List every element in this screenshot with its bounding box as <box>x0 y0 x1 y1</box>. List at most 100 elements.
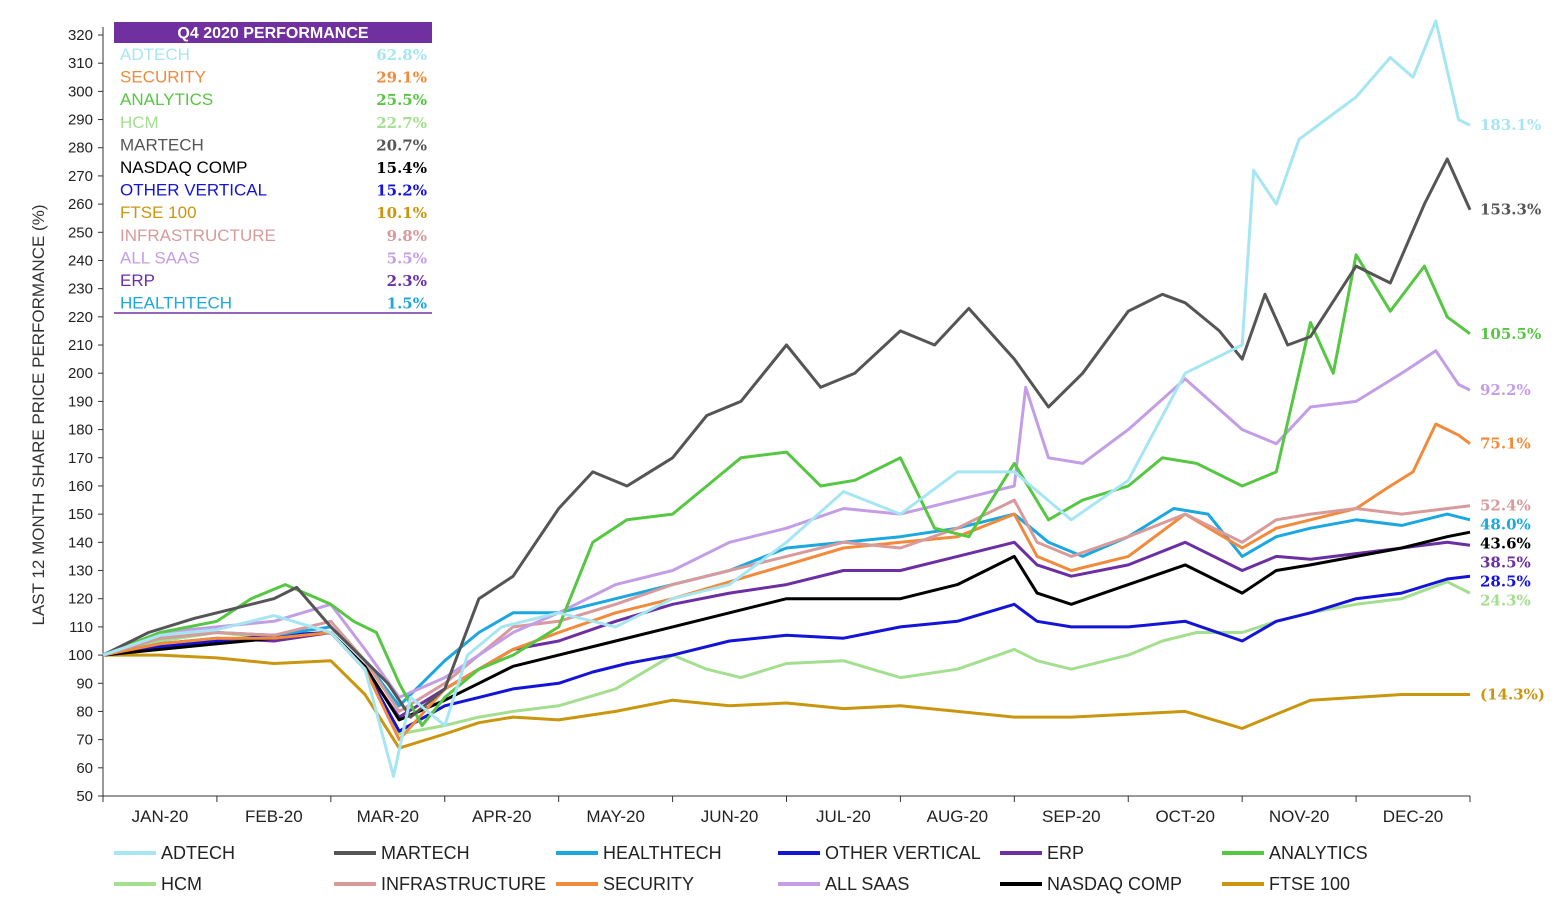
performance-row-name: ALL SAAS <box>120 248 200 267</box>
end-label-analytics: 105.5% <box>1480 325 1541 343</box>
end-label-all-saas: 92.2% <box>1480 381 1531 399</box>
performance-row-name: SECURITY <box>120 68 206 87</box>
series-line-adtech <box>102 19 1471 778</box>
end-label-other-vertical: 28.5% <box>1480 573 1531 591</box>
y-tick-label: 310 <box>68 55 93 72</box>
y-tick-label: 80 <box>76 703 93 720</box>
legend-label: INFRASTRUCTURE <box>381 874 546 894</box>
series-line-all-saas <box>102 349 1471 699</box>
x-tick-label: DEC-20 <box>1383 807 1443 826</box>
performance-row-name: INFRASTRUCTURE <box>120 226 276 245</box>
performance-row-name: ERP <box>120 271 155 290</box>
y-tick-label: 200 <box>68 365 93 382</box>
y-tick-label: 180 <box>68 422 93 439</box>
legend: ADTECH MARTECH HEALTHTECH OTHER VERTICAL ERP… <box>114 843 1368 894</box>
y-tick-label: 210 <box>68 337 93 354</box>
y-tick-label: 100 <box>68 647 93 664</box>
performance-row-value: 9.8% <box>387 227 427 245</box>
series-lines <box>102 19 1472 778</box>
x-tick-label: APR-20 <box>472 807 532 826</box>
series-line-healthtech <box>102 507 1471 708</box>
end-label-infrastructure: 52.4% <box>1480 497 1531 515</box>
y-tick-label: 240 <box>68 252 93 269</box>
end-label-security: 75.1% <box>1480 435 1531 453</box>
series-line-martech <box>102 157 1472 719</box>
series-line-hcm <box>102 580 1471 736</box>
y-tick-label: 60 <box>76 760 93 777</box>
y-tick-label: 90 <box>76 675 93 692</box>
x-tick-label: JUL-20 <box>816 807 871 826</box>
y-tick-label: 280 <box>68 140 93 157</box>
legend-label: FTSE 100 <box>1269 874 1350 894</box>
y-tick-label: 190 <box>68 393 93 410</box>
performance-row-value: 29.1% <box>376 69 427 87</box>
legend-label: OTHER VERTICAL <box>825 843 981 863</box>
y-tick-label: 260 <box>68 196 93 213</box>
x-tick-label: JUN-20 <box>701 807 759 826</box>
y-tick-label: 130 <box>68 563 93 580</box>
y-tick-label: 250 <box>68 224 93 241</box>
legend-label: SECURITY <box>603 874 694 894</box>
x-tick-label: MAY-20 <box>586 807 645 826</box>
performance-row-name: HCM <box>120 113 159 132</box>
performance-row-value: 22.7% <box>376 114 427 132</box>
x-tick-label: SEP-20 <box>1042 807 1101 826</box>
series-end-labels: 183.1% 153.3% 105.5% 92.2% 75.1% 52.4%48.0%43… <box>1480 116 1545 703</box>
end-label-healthtech: 48.0% <box>1480 516 1531 534</box>
end-label-nasdaq-comp: 43.6% <box>1480 535 1531 553</box>
performance-row-value: 2.3% <box>387 272 427 290</box>
x-axis: JAN-20 FEB-20 MAR-20 APR-20 MAY-20 JUN-20 JUL-… <box>102 795 1471 826</box>
performance-row-name: OTHER VERTICAL <box>120 181 267 200</box>
performance-row-value: 10.1% <box>376 204 427 222</box>
y-tick-label: 110 <box>69 619 93 636</box>
performance-row-value: 25.5% <box>376 91 427 109</box>
legend-label: ANALYTICS <box>1269 843 1368 863</box>
y-tick-label: 50 <box>76 788 93 805</box>
performance-row-name: MARTECH <box>120 135 204 154</box>
y-tick-label: 70 <box>76 732 93 749</box>
y-axis: 50 60 70 80 90 100 110 120 130 140 150 160 170 180 190… <box>68 27 104 805</box>
y-tick-label: 270 <box>68 168 93 185</box>
y-tick-label: 300 <box>68 83 93 100</box>
legend-label: MARTECH <box>381 843 470 863</box>
performance-table-title: Q4 2020 PERFORMANCE <box>177 25 368 42</box>
x-tick-label: OCT-20 <box>1155 807 1215 826</box>
y-tick-label: 220 <box>68 309 93 326</box>
performance-row-value: 1.5% <box>387 295 427 313</box>
end-label-adtech: 183.1% <box>1480 116 1541 134</box>
performance-row-value: 62.8% <box>376 46 427 64</box>
performance-row-value: 15.4% <box>376 159 427 177</box>
performance-row-value: 15.2% <box>376 182 427 200</box>
performance-row-name: NASDAQ COMP <box>120 158 248 177</box>
end-label-hcm: 24.3% <box>1480 592 1531 610</box>
series-line-infrastructure <box>102 498 1471 713</box>
y-axis-title: LAST 12 MONTH SHARE PRICE PERFORMANCE (%… <box>29 205 48 626</box>
y-tick-label: 160 <box>68 478 93 495</box>
y-tick-label: 170 <box>68 450 93 467</box>
legend-label: HEALTHTECH <box>603 843 722 863</box>
series-line-security <box>102 422 1471 742</box>
series-line-nasdaq-comp <box>102 530 1471 722</box>
series-line-analytics <box>102 253 1471 727</box>
y-tick-label: 230 <box>68 281 93 298</box>
end-label-ftse-100: (14.3%) <box>1480 686 1545 704</box>
x-tick-label: JAN-20 <box>132 807 189 826</box>
y-tick-label: 290 <box>68 112 93 129</box>
y-tick-label: 120 <box>68 591 93 608</box>
x-tick-label: NOV-20 <box>1269 807 1329 826</box>
performance-table: Q4 2020 PERFORMANCE ADTECH 62.8% SECURITY 2… <box>114 22 432 314</box>
performance-row-name: HEALTHTECH <box>120 294 232 313</box>
legend-label: ADTECH <box>161 843 235 863</box>
x-tick-label: AUG-20 <box>927 807 988 826</box>
end-label-martech: 153.3% <box>1480 201 1541 219</box>
performance-row-name: ANALYTICS <box>120 90 213 109</box>
performance-row-name: ADTECH <box>120 45 190 64</box>
end-label-erp: 38.5% <box>1480 554 1531 572</box>
legend-label: NASDAQ COMP <box>1047 874 1182 894</box>
y-tick-label: 140 <box>68 534 93 551</box>
x-tick-label: MAR-20 <box>357 807 419 826</box>
performance-row-name: FTSE 100 <box>120 203 197 222</box>
legend-label: ERP <box>1047 843 1084 863</box>
